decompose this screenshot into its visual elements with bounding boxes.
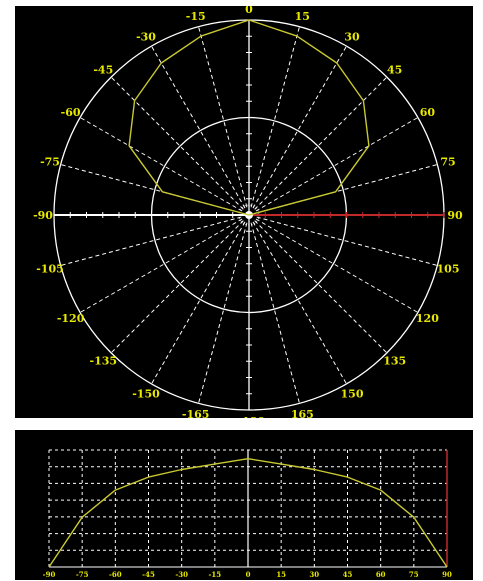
profile-tick-label: -75 bbox=[76, 570, 89, 579]
profile-tick-label: -30 bbox=[175, 570, 188, 579]
polar-angle-label: -165 bbox=[182, 408, 210, 418]
polar-chart: 0 15 30 45 60 75 90 105 120 135 150 165 ±180 -165 -150… bbox=[33, 6, 463, 418]
profile-tick-label: 60 bbox=[376, 570, 386, 579]
polar-angle-label: -135 bbox=[90, 355, 118, 368]
polar-spoke-30 bbox=[252, 45, 347, 209]
profile-tick-label: -45 bbox=[142, 570, 155, 579]
polar-spoke--105 bbox=[60, 216, 242, 266]
polar-angle-label: -105 bbox=[36, 262, 64, 275]
polar-angle-label: 135 bbox=[383, 355, 406, 368]
profile-tick-label: -15 bbox=[208, 570, 221, 579]
polar-angle-label: -150 bbox=[132, 387, 160, 400]
profile-tick-label: 30 bbox=[309, 570, 319, 579]
profile-chart-panel: -90 -75 -60 -45 -30 -15 0 15 30 45 60 75 90 bbox=[15, 430, 473, 580]
polar-angle-label: 30 bbox=[344, 31, 360, 44]
polar-chart-panel: 0 15 30 45 60 75 90 105 120 135 150 165 ±180 -165 -150… bbox=[15, 6, 473, 418]
polar-series-0 bbox=[128, 19, 370, 216]
polar-angle-label: -15 bbox=[186, 10, 206, 23]
polar-angle-label: 60 bbox=[420, 106, 436, 119]
profile-series-0 bbox=[48, 458, 448, 568]
profile-chart: -90 -75 -60 -45 -30 -15 0 15 30 45 60 75 90 bbox=[43, 449, 452, 579]
polar-spoke--60 bbox=[79, 117, 243, 212]
polar-angle-label: 150 bbox=[341, 387, 364, 400]
polar-angle-label: -75 bbox=[40, 156, 60, 169]
polar-angle-label: -60 bbox=[61, 106, 81, 119]
polar-spoke-150 bbox=[252, 221, 347, 385]
polar-spoke-15 bbox=[250, 26, 300, 208]
profile-tick-label: 15 bbox=[276, 570, 286, 579]
profile-tick-label: -60 bbox=[109, 570, 122, 579]
polar-angle-label: -120 bbox=[57, 312, 85, 325]
polar-angle-label: 45 bbox=[387, 63, 402, 76]
polar-spoke--165 bbox=[198, 222, 248, 404]
polar-spoke--15 bbox=[198, 26, 248, 208]
polar-spoke-135 bbox=[254, 220, 388, 354]
polar-angle-label: -30 bbox=[136, 31, 156, 44]
polar-spoke--150 bbox=[151, 221, 246, 385]
profile-tick-label: 90 bbox=[442, 570, 452, 579]
polar-spoke-165 bbox=[250, 222, 300, 404]
polar-angle-label: -45 bbox=[93, 63, 113, 76]
profile-tick-label: 75 bbox=[409, 570, 419, 579]
polar-spoke--120 bbox=[79, 218, 243, 313]
profile-tick-label: 45 bbox=[343, 570, 353, 579]
polar-spoke-60 bbox=[255, 117, 419, 212]
polar-angle-label: 0 bbox=[245, 6, 253, 16]
polar-angle-label: 15 bbox=[295, 10, 310, 23]
polar-angle-label: 105 bbox=[437, 262, 460, 275]
polar-spoke-45 bbox=[254, 76, 388, 210]
polar-spoke-120 bbox=[255, 218, 419, 313]
profile-tick-label: -90 bbox=[43, 570, 56, 579]
polar-spoke--45 bbox=[110, 76, 244, 210]
profile-tick-label: 0 bbox=[246, 570, 251, 579]
polar-angle-label: -90 bbox=[33, 209, 53, 222]
polar-spoke-105 bbox=[256, 216, 438, 266]
polar-angle-label: 90 bbox=[447, 209, 463, 222]
polar-angle-label: ±180 bbox=[233, 415, 266, 418]
polar-angle-label: 120 bbox=[416, 312, 439, 325]
polar-spoke--135 bbox=[110, 220, 244, 354]
polar-angle-label: 165 bbox=[291, 408, 314, 418]
polar-spoke--30 bbox=[151, 45, 246, 209]
polar-angle-label: 75 bbox=[440, 156, 455, 169]
